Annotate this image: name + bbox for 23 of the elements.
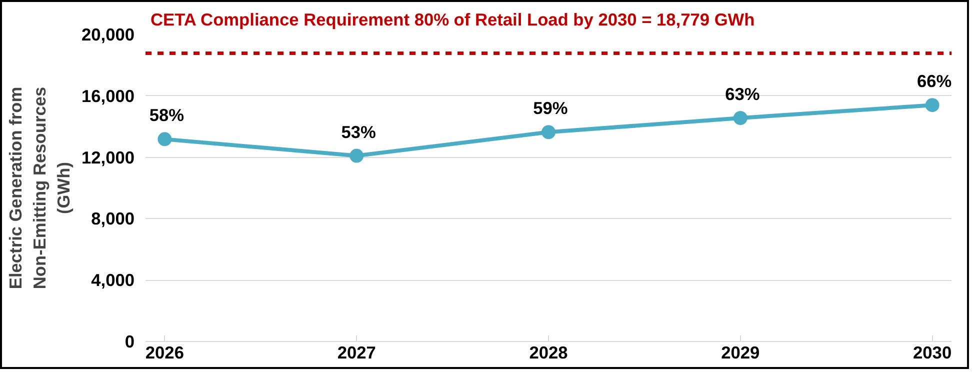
y-tick-label: 0 — [124, 332, 135, 352]
x-tick-label: 2027 — [337, 342, 376, 362]
x-tick-label: 2028 — [529, 342, 568, 362]
annotation: 66% — [916, 71, 952, 92]
point — [542, 125, 556, 140]
ref-line-label: CETA Compliance Requirement 80% of Retail Load by 2030 = 18,779 GWh — [150, 10, 755, 30]
y-axis-title: Electric Generation from Non-Emitting Resources (GWh) — [6, 86, 74, 290]
y-tick-label: 8,000 — [91, 208, 135, 229]
x-tick-label: 2030 — [913, 342, 952, 362]
x-tick-label: 2029 — [721, 342, 760, 362]
x-tick-label: 2026 — [145, 342, 184, 362]
point — [733, 111, 748, 125]
y-tick-label: 16,000 — [82, 86, 134, 106]
point — [925, 98, 940, 112]
y-tick-label: 12,000 — [82, 147, 134, 168]
annotation: 63% — [725, 84, 760, 104]
y-tick-label: 4,000 — [91, 270, 135, 290]
point — [350, 148, 364, 163]
point — [158, 132, 172, 146]
annotation: 59% — [533, 98, 568, 118]
y-tick-label: 20,000 — [82, 24, 134, 44]
annotation: 53% — [341, 122, 376, 142]
annotation: 58% — [149, 105, 184, 126]
